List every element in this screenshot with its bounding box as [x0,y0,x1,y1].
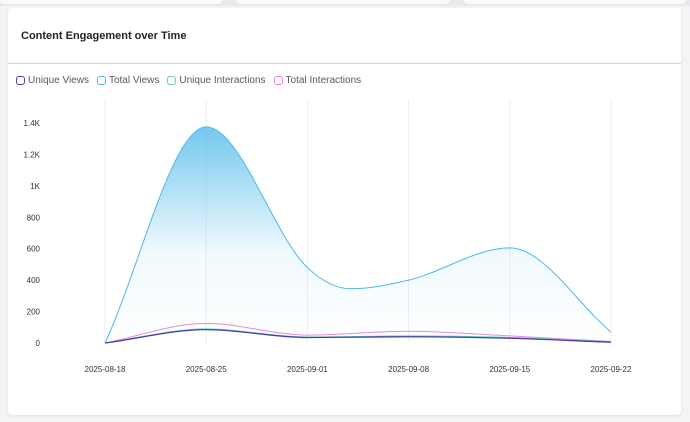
y-tick-label: 1.2K [24,150,41,159]
legend-item-unique-views[interactable]: Unique Views [16,75,89,86]
x-tick-label: 2025-09-08 [388,365,429,374]
card-header: Content Engagement over Time [8,8,681,64]
chart-legend: Unique Views Total Views Unique Interact… [16,75,369,86]
legend-label-unique-interactions: Unique Interactions [179,75,266,86]
legend-item-total-views[interactable]: Total Views [96,75,160,86]
legend-label-total-views: Total Views [108,75,160,86]
legend-swatch-unique-views [16,76,25,85]
y-tick-label: 0 [36,339,41,348]
y-tick-label: 1K [30,182,40,191]
legend-swatch-total-interactions [273,76,283,85]
top-panel-edge [0,0,222,4]
y-tick-label: 400 [27,276,41,285]
y-tick-label: 600 [27,245,41,254]
legend-swatch-unique-interactions [167,76,177,85]
y-tick-label: 200 [27,308,41,317]
y-tick-label: 1.4K [24,119,41,128]
x-tick-label: 2025-08-25 [186,365,227,374]
x-tick-label: 2025-09-22 [591,365,632,374]
series-area-total-views [105,126,611,343]
x-tick-label: 2025-09-15 [489,365,530,374]
series-line-total-interactions [104,322,612,344]
series-line-total-views [104,126,612,344]
legend-label-unique-views: Unique Views [28,75,89,86]
legend-item-total-interactions[interactable]: Total Interactions [273,75,362,86]
top-panel-edge [464,0,686,4]
legend-swatch-total-views [96,76,106,85]
legend-label-total-interactions: Total Interactions [285,75,362,86]
legend-item-unique-interactions[interactable]: Unique Interactions [167,75,266,86]
card-title: Content Engagement over Time [21,29,187,42]
top-panel-edge [236,0,450,4]
y-tick-label: 800 [27,213,41,222]
top-strip [0,0,690,6]
engagement-card: Content Engagement over Time [8,8,681,415]
series-line-unique-views [104,328,612,344]
x-tick-label: 2025-09-01 [287,365,328,374]
x-tick-label: 2025-08-18 [85,365,126,374]
